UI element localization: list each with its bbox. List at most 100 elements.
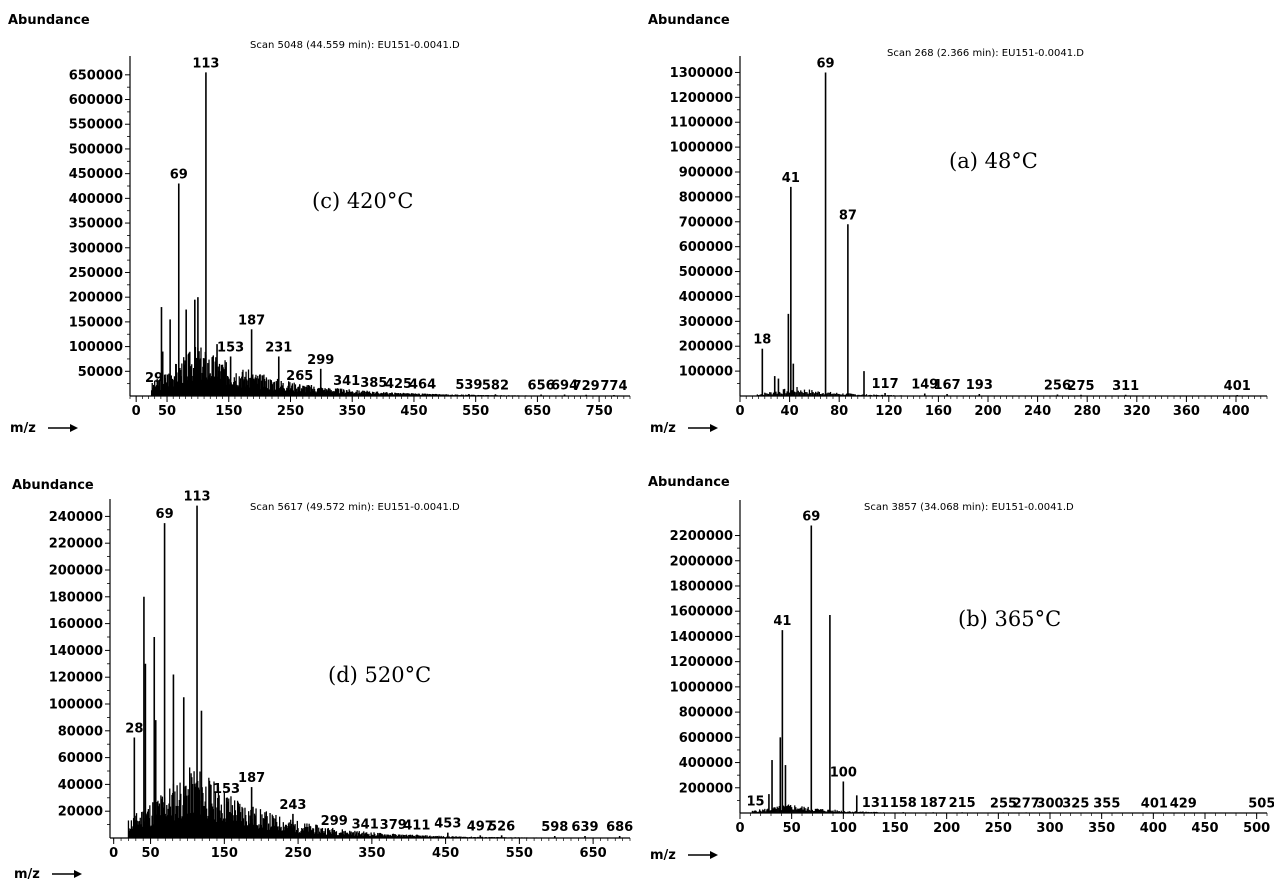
x-tick-label: 0 bbox=[735, 821, 744, 836]
peak-label: 100 bbox=[830, 765, 857, 780]
x-tick-label: 80 bbox=[830, 404, 848, 419]
x-axis-label: m/z bbox=[14, 867, 40, 882]
peak-label: 29 bbox=[145, 371, 163, 386]
spectrum-chart-d: Abundance Scan 5617 (49.572 min): EU151-0… bbox=[12, 478, 633, 882]
x-tick-label: 550 bbox=[462, 404, 489, 419]
scan-title: Scan 5617 (49.572 min): EU151-0.0041.D bbox=[250, 502, 460, 513]
x-tick-label: 650 bbox=[524, 404, 551, 419]
peak-label: 686 bbox=[606, 820, 633, 835]
y-tick-label: 1100000 bbox=[670, 116, 733, 131]
peak-label: 117 bbox=[872, 377, 899, 392]
temperature-annotation: (d) 520°C bbox=[328, 663, 431, 687]
peak-label: 149 bbox=[911, 378, 938, 393]
arrow-head-icon bbox=[74, 870, 82, 878]
arrow-head-icon bbox=[710, 851, 718, 859]
arrow-head-icon bbox=[70, 424, 78, 432]
x-tick-label: 550 bbox=[506, 846, 533, 861]
peak-label: 539 bbox=[455, 378, 482, 393]
y-tick-label: 400000 bbox=[69, 192, 123, 207]
y-tick-label: 200000 bbox=[69, 291, 123, 306]
y-tick-label: 550000 bbox=[69, 118, 123, 133]
y-tick-label: 1600000 bbox=[670, 605, 733, 620]
peak-label: 187 bbox=[238, 313, 265, 328]
x-tick-label: 50 bbox=[158, 404, 176, 419]
y-tick-label: 350000 bbox=[69, 217, 123, 232]
y-tick-label: 450000 bbox=[69, 167, 123, 182]
y-tick-label: 800000 bbox=[679, 706, 733, 721]
x-tick-label: 300 bbox=[1036, 821, 1063, 836]
peak-label: 505 bbox=[1248, 797, 1274, 812]
scan-title: Scan 5048 (44.559 min): EU151-0.0041.D bbox=[250, 40, 460, 51]
peak-label: 187 bbox=[238, 771, 265, 786]
y-tick-label: 40000 bbox=[58, 778, 103, 793]
arrow-head-icon bbox=[710, 424, 718, 432]
x-tick-label: 350 bbox=[358, 846, 385, 861]
peak-label: 325 bbox=[1062, 796, 1089, 811]
y-tick-label: 220000 bbox=[49, 537, 103, 552]
scan-title: Scan 3857 (34.068 min): EU151-0.0041.D bbox=[864, 502, 1074, 513]
peak-label: 231 bbox=[265, 340, 292, 355]
y-tick-label: 80000 bbox=[58, 724, 103, 739]
peak-label: 277 bbox=[1013, 796, 1040, 811]
y-tick-label: 700000 bbox=[679, 215, 733, 230]
x-axis-label: m/z bbox=[10, 421, 36, 436]
y-tick-label: 250000 bbox=[69, 266, 123, 281]
x-tick-label: 350 bbox=[1088, 821, 1115, 836]
y-tick-label: 240000 bbox=[49, 510, 103, 525]
peak-label: 582 bbox=[482, 378, 509, 393]
peak-label: 300 bbox=[1036, 796, 1063, 811]
scan-title: Scan 268 (2.366 min): EU151-0.0041.D bbox=[887, 48, 1084, 59]
peak-label: 379 bbox=[380, 818, 407, 833]
y-tick-label: 100000 bbox=[49, 698, 103, 713]
peak-label: 341 bbox=[352, 817, 379, 832]
peak-label: 299 bbox=[307, 353, 334, 368]
peak-label: 385 bbox=[360, 376, 387, 391]
x-tick-label: 240 bbox=[1024, 404, 1051, 419]
x-tick-label: 100 bbox=[830, 821, 857, 836]
peak-label: 41 bbox=[782, 171, 800, 186]
temperature-annotation: (c) 420°C bbox=[312, 189, 413, 213]
x-axis-label: m/z bbox=[650, 421, 676, 436]
y-tick-label: 650000 bbox=[69, 68, 123, 83]
temperature-annotation: (a) 48°C bbox=[949, 149, 1038, 173]
x-tick-label: 280 bbox=[1074, 404, 1101, 419]
x-tick-label: 750 bbox=[586, 404, 613, 419]
peak-label: 113 bbox=[183, 490, 210, 505]
peak-label: 275 bbox=[1067, 379, 1094, 394]
y-tick-label: 120000 bbox=[49, 671, 103, 686]
y-tick-label: 400000 bbox=[679, 290, 733, 305]
peak-label: 28 bbox=[125, 722, 143, 737]
spectrum-panel-b: Abundance Scan 3857 (34.068 min): EU151-0… bbox=[637, 441, 1274, 882]
x-tick-label: 450 bbox=[400, 404, 427, 419]
x-tick-label: 500 bbox=[1243, 821, 1270, 836]
x-tick-label: 50 bbox=[142, 846, 160, 861]
x-tick-label: 150 bbox=[211, 846, 238, 861]
x-tick-label: 250 bbox=[277, 404, 304, 419]
peak-label: 299 bbox=[321, 814, 348, 829]
x-tick-label: 450 bbox=[1191, 821, 1218, 836]
y-tick-label: 300000 bbox=[679, 315, 733, 330]
peak-label: 18 bbox=[753, 333, 771, 348]
y-tick-label: 100000 bbox=[679, 365, 733, 380]
peak-label: 265 bbox=[286, 369, 313, 384]
peak-label: 401 bbox=[1141, 796, 1168, 811]
x-tick-label: 350 bbox=[339, 404, 366, 419]
x-tick-label: 400 bbox=[1222, 404, 1249, 419]
x-tick-label: 360 bbox=[1173, 404, 1200, 419]
peak-label: 15 bbox=[746, 794, 764, 809]
y-tick-label: 180000 bbox=[49, 590, 103, 605]
peak-label: 355 bbox=[1093, 796, 1120, 811]
peak-label: 411 bbox=[403, 819, 430, 834]
y-tick-label: 1200000 bbox=[670, 91, 733, 106]
peak-label: 256 bbox=[1044, 379, 1071, 394]
peak-label: 215 bbox=[949, 796, 976, 811]
peak-label: 341 bbox=[333, 374, 360, 389]
peak-label: 694 bbox=[551, 379, 578, 394]
peak-label: 69 bbox=[802, 509, 820, 524]
y-tick-label: 800000 bbox=[679, 190, 733, 205]
peak-label: 167 bbox=[934, 378, 961, 393]
spectrum-panel-c: Abundance Scan 5048 (44.559 min): EU151-0… bbox=[0, 0, 637, 441]
peak-label: 87 bbox=[839, 208, 857, 223]
x-tick-label: 0 bbox=[132, 404, 141, 419]
y-tick-label: 1400000 bbox=[670, 630, 733, 645]
